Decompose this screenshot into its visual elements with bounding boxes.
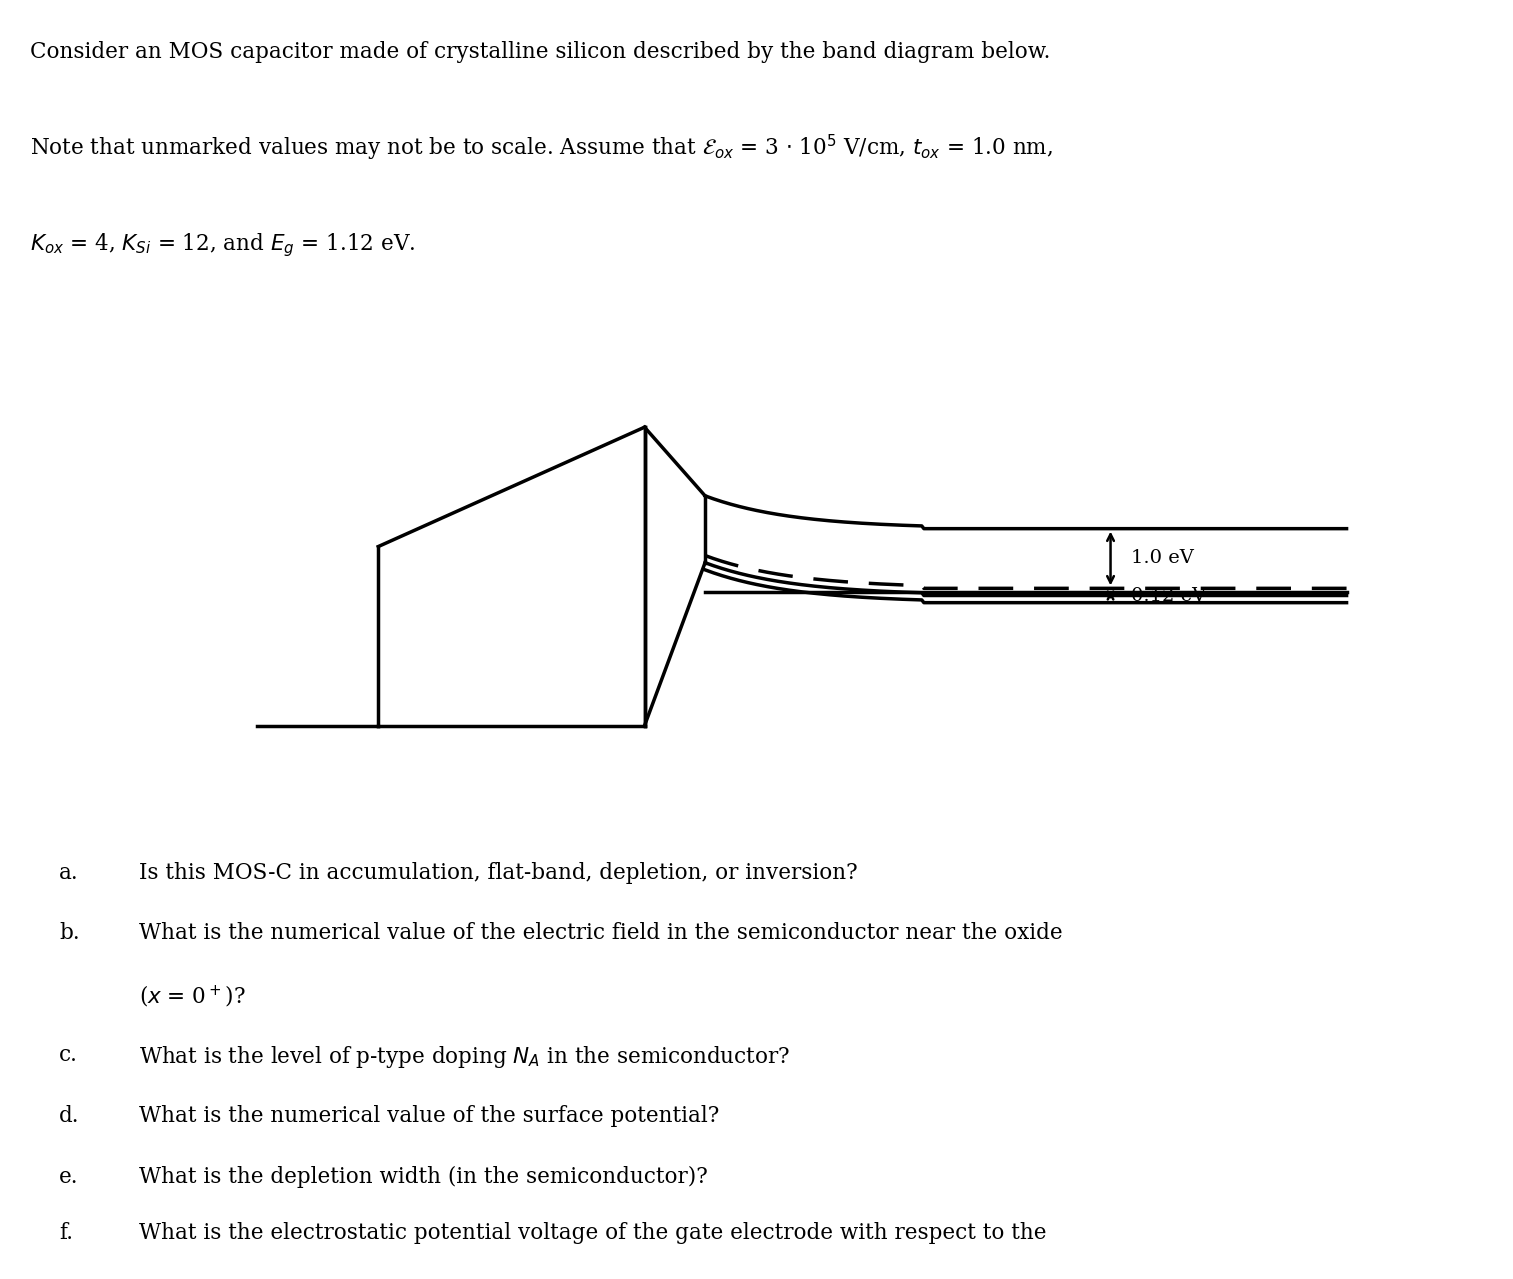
Text: 1.0 eV: 1.0 eV [1132,550,1194,568]
Text: 0.12 eV: 0.12 eV [1132,587,1206,605]
Text: What is the numerical value of the surface potential?: What is the numerical value of the surfa… [139,1105,720,1127]
Text: What is the level of p-type doping $N_A$ in the semiconductor?: What is the level of p-type doping $N_A$… [139,1044,790,1071]
Text: $K_{ox}$ = 4, $K_{Si}$ = 12, and $E_g$ = 1.12 eV.: $K_{ox}$ = 4, $K_{Si}$ = 12, and $E_g$ =… [30,231,416,260]
Text: ($x$ = 0$^+$)?: ($x$ = 0$^+$)? [139,984,245,1009]
Text: c.: c. [59,1044,79,1067]
Text: Is this MOS-C in accumulation, flat-band, depletion, or inversion?: Is this MOS-C in accumulation, flat-band… [139,862,858,884]
Text: d.: d. [59,1105,80,1127]
Text: What is the numerical value of the electric field in the semiconductor near the : What is the numerical value of the elect… [139,922,1062,944]
Text: f.: f. [59,1223,73,1244]
Text: What is the electrostatic potential voltage of the gate electrode with respect t: What is the electrostatic potential volt… [139,1223,1047,1244]
Text: What is the depletion width (in the semiconductor)?: What is the depletion width (in the semi… [139,1166,708,1188]
Text: e.: e. [59,1166,79,1188]
Text: b.: b. [59,922,80,944]
Text: a.: a. [59,862,79,884]
Text: Note that unmarked values may not be to scale. Assume that $\mathcal{E}_{ox}$ = : Note that unmarked values may not be to … [30,133,1053,164]
Text: Consider an MOS capacitor made of crystalline silicon described by the band diag: Consider an MOS capacitor made of crysta… [30,41,1050,63]
